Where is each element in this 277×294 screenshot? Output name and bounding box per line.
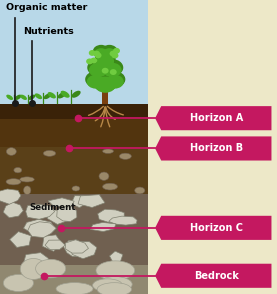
FancyBboxPatch shape bbox=[0, 194, 148, 265]
Polygon shape bbox=[78, 195, 105, 208]
Ellipse shape bbox=[95, 52, 102, 58]
Polygon shape bbox=[10, 232, 31, 248]
Ellipse shape bbox=[113, 48, 120, 54]
Polygon shape bbox=[109, 216, 137, 225]
Ellipse shape bbox=[96, 54, 114, 68]
Ellipse shape bbox=[44, 93, 51, 99]
Ellipse shape bbox=[106, 75, 124, 88]
Ellipse shape bbox=[97, 283, 132, 294]
Ellipse shape bbox=[110, 51, 117, 56]
Ellipse shape bbox=[14, 168, 22, 173]
Ellipse shape bbox=[110, 69, 117, 75]
Ellipse shape bbox=[20, 258, 47, 279]
Polygon shape bbox=[71, 196, 86, 208]
Ellipse shape bbox=[6, 95, 13, 100]
FancyBboxPatch shape bbox=[0, 265, 148, 294]
Text: Nutrients: Nutrients bbox=[24, 27, 74, 36]
Text: Horizon A: Horizon A bbox=[190, 113, 243, 123]
Ellipse shape bbox=[119, 153, 131, 159]
Ellipse shape bbox=[102, 48, 117, 59]
Ellipse shape bbox=[61, 91, 70, 98]
Polygon shape bbox=[109, 251, 123, 262]
Ellipse shape bbox=[89, 63, 108, 77]
Ellipse shape bbox=[15, 95, 21, 100]
Polygon shape bbox=[26, 205, 55, 219]
Text: Organic matter: Organic matter bbox=[6, 3, 87, 12]
Text: Horizon B: Horizon B bbox=[190, 143, 243, 153]
Ellipse shape bbox=[87, 75, 104, 88]
Ellipse shape bbox=[56, 283, 93, 294]
Ellipse shape bbox=[103, 149, 114, 153]
Polygon shape bbox=[25, 255, 41, 264]
Ellipse shape bbox=[48, 92, 56, 98]
Polygon shape bbox=[155, 216, 271, 240]
FancyBboxPatch shape bbox=[0, 104, 148, 119]
FancyBboxPatch shape bbox=[0, 0, 148, 294]
Ellipse shape bbox=[24, 186, 31, 195]
Polygon shape bbox=[155, 136, 271, 161]
Polygon shape bbox=[71, 242, 97, 259]
Ellipse shape bbox=[112, 53, 119, 59]
Polygon shape bbox=[98, 209, 124, 222]
Ellipse shape bbox=[58, 92, 66, 98]
FancyBboxPatch shape bbox=[0, 147, 148, 194]
Ellipse shape bbox=[35, 93, 42, 99]
Ellipse shape bbox=[96, 261, 135, 280]
Ellipse shape bbox=[90, 58, 97, 64]
Ellipse shape bbox=[94, 48, 108, 59]
Polygon shape bbox=[90, 223, 116, 232]
Ellipse shape bbox=[93, 45, 109, 58]
Polygon shape bbox=[24, 253, 48, 266]
Ellipse shape bbox=[43, 151, 56, 156]
Ellipse shape bbox=[6, 148, 16, 155]
Polygon shape bbox=[24, 219, 55, 233]
Text: Horizon C: Horizon C bbox=[190, 223, 243, 233]
Ellipse shape bbox=[20, 177, 34, 182]
Ellipse shape bbox=[93, 73, 118, 92]
Polygon shape bbox=[47, 210, 71, 224]
FancyBboxPatch shape bbox=[0, 119, 148, 147]
Ellipse shape bbox=[29, 95, 35, 100]
Ellipse shape bbox=[98, 277, 132, 292]
Ellipse shape bbox=[3, 275, 34, 291]
Ellipse shape bbox=[35, 259, 66, 278]
Polygon shape bbox=[28, 222, 56, 238]
Ellipse shape bbox=[102, 68, 109, 74]
FancyBboxPatch shape bbox=[148, 0, 277, 294]
Ellipse shape bbox=[89, 50, 96, 56]
Text: Sediment: Sediment bbox=[29, 203, 76, 212]
Polygon shape bbox=[57, 206, 77, 221]
Polygon shape bbox=[3, 202, 23, 218]
Ellipse shape bbox=[105, 71, 125, 88]
Polygon shape bbox=[155, 264, 271, 288]
Ellipse shape bbox=[102, 183, 117, 190]
Ellipse shape bbox=[86, 59, 93, 64]
Ellipse shape bbox=[101, 45, 118, 58]
Ellipse shape bbox=[93, 279, 122, 292]
Polygon shape bbox=[43, 235, 62, 251]
Polygon shape bbox=[65, 240, 88, 253]
Ellipse shape bbox=[87, 59, 109, 76]
Ellipse shape bbox=[99, 172, 109, 180]
Polygon shape bbox=[63, 240, 83, 256]
Ellipse shape bbox=[103, 63, 122, 77]
Ellipse shape bbox=[95, 76, 116, 93]
Ellipse shape bbox=[6, 179, 21, 185]
Ellipse shape bbox=[72, 186, 80, 191]
Ellipse shape bbox=[93, 51, 100, 56]
Ellipse shape bbox=[95, 51, 116, 67]
Ellipse shape bbox=[101, 59, 123, 76]
Polygon shape bbox=[155, 106, 271, 130]
Polygon shape bbox=[48, 198, 74, 207]
Text: Bedrock: Bedrock bbox=[194, 271, 239, 281]
FancyBboxPatch shape bbox=[102, 87, 108, 104]
Ellipse shape bbox=[135, 187, 145, 194]
Polygon shape bbox=[45, 240, 65, 250]
Polygon shape bbox=[0, 189, 21, 204]
Ellipse shape bbox=[71, 91, 81, 98]
Ellipse shape bbox=[20, 95, 27, 100]
Ellipse shape bbox=[85, 71, 106, 88]
